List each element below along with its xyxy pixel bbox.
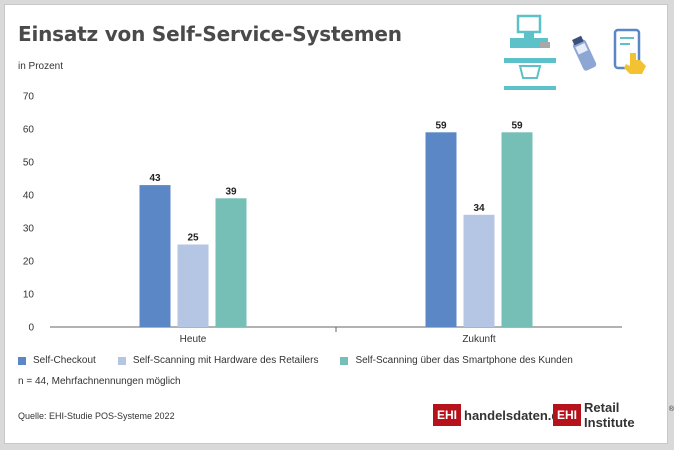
unit-label: in Prozent [18, 61, 64, 72]
bar [425, 132, 457, 327]
bar [463, 214, 495, 327]
y-tick-label: 60 [23, 125, 35, 136]
ehi-logo-box: EHI [553, 404, 582, 426]
source-note: Quelle: EHI-Studie POS-Systeme 2022 [18, 411, 175, 421]
data-label: 59 [511, 120, 523, 131]
y-axis: 0 10 20 30 40 50 60 70 [23, 92, 35, 334]
handelsdaten-logo: EHI handelsdaten.de [433, 404, 567, 426]
chart-title: Einsatz von Self-Service-Systemen [18, 22, 402, 46]
ehi-logo-box: EHI [433, 404, 462, 426]
legend-label: Self-Scanning mit Hardware des Retailers [132, 355, 319, 366]
y-tick-label: 10 [23, 290, 35, 301]
bar [139, 185, 171, 327]
handelsdaten-logo-text: handelsdaten.de [464, 407, 567, 423]
data-label: 59 [435, 120, 447, 131]
legend-item: Self-Scanning mit Hardware des Retailers [117, 355, 319, 366]
bar [215, 198, 247, 327]
legend-swatch [18, 356, 26, 365]
bars: 43 25 39 59 34 59 [139, 120, 533, 327]
smartphone-tap-icon [613, 28, 646, 74]
bar [501, 132, 533, 327]
legend-swatch [117, 356, 126, 365]
bar [177, 244, 209, 327]
bar-chart: 0 10 20 30 40 50 60 70 43 25 39 59 34 59 Heute Zukunf… [23, 92, 622, 345]
y-tick-label: 70 [23, 92, 35, 103]
legend: Self-Checkout Self-Scanning mit Hardware … [18, 355, 595, 366]
data-label: 39 [225, 186, 237, 197]
chart-card [4, 4, 668, 444]
legend-item: Self-Scanning über das Smartphone des Ku… [340, 355, 573, 366]
x-category-label: Heute [180, 334, 207, 345]
data-label: 25 [187, 233, 199, 244]
data-label: 34 [473, 203, 485, 214]
legend-label: Self-Scanning über das Smartphone des Ku… [355, 355, 573, 366]
legend-label: Self-Checkout [33, 355, 96, 366]
self-checkout-terminal-icon [504, 14, 556, 90]
data-label: 43 [149, 173, 161, 184]
x-axis-categories: Heute Zukunft [180, 327, 496, 345]
retail-institute-logo: EHI Retail Institute ® [553, 400, 674, 430]
y-tick-label: 30 [23, 224, 35, 235]
retail-institute-logo-text: Retail Institute [584, 400, 635, 430]
sample-note: n = 44, Mehrfachnennungen möglich [18, 376, 181, 387]
legend-swatch [340, 356, 349, 365]
legend-item: Self-Checkout [18, 355, 96, 366]
y-tick-label: 40 [23, 191, 35, 202]
y-tick-label: 50 [23, 158, 35, 169]
header-icons [504, 14, 646, 90]
handheld-scanner-icon [572, 35, 597, 71]
registered-mark: ® [668, 406, 674, 413]
y-tick-label: 20 [23, 257, 35, 268]
x-category-label: Zukunft [462, 334, 496, 345]
y-tick-label: 0 [28, 323, 34, 334]
